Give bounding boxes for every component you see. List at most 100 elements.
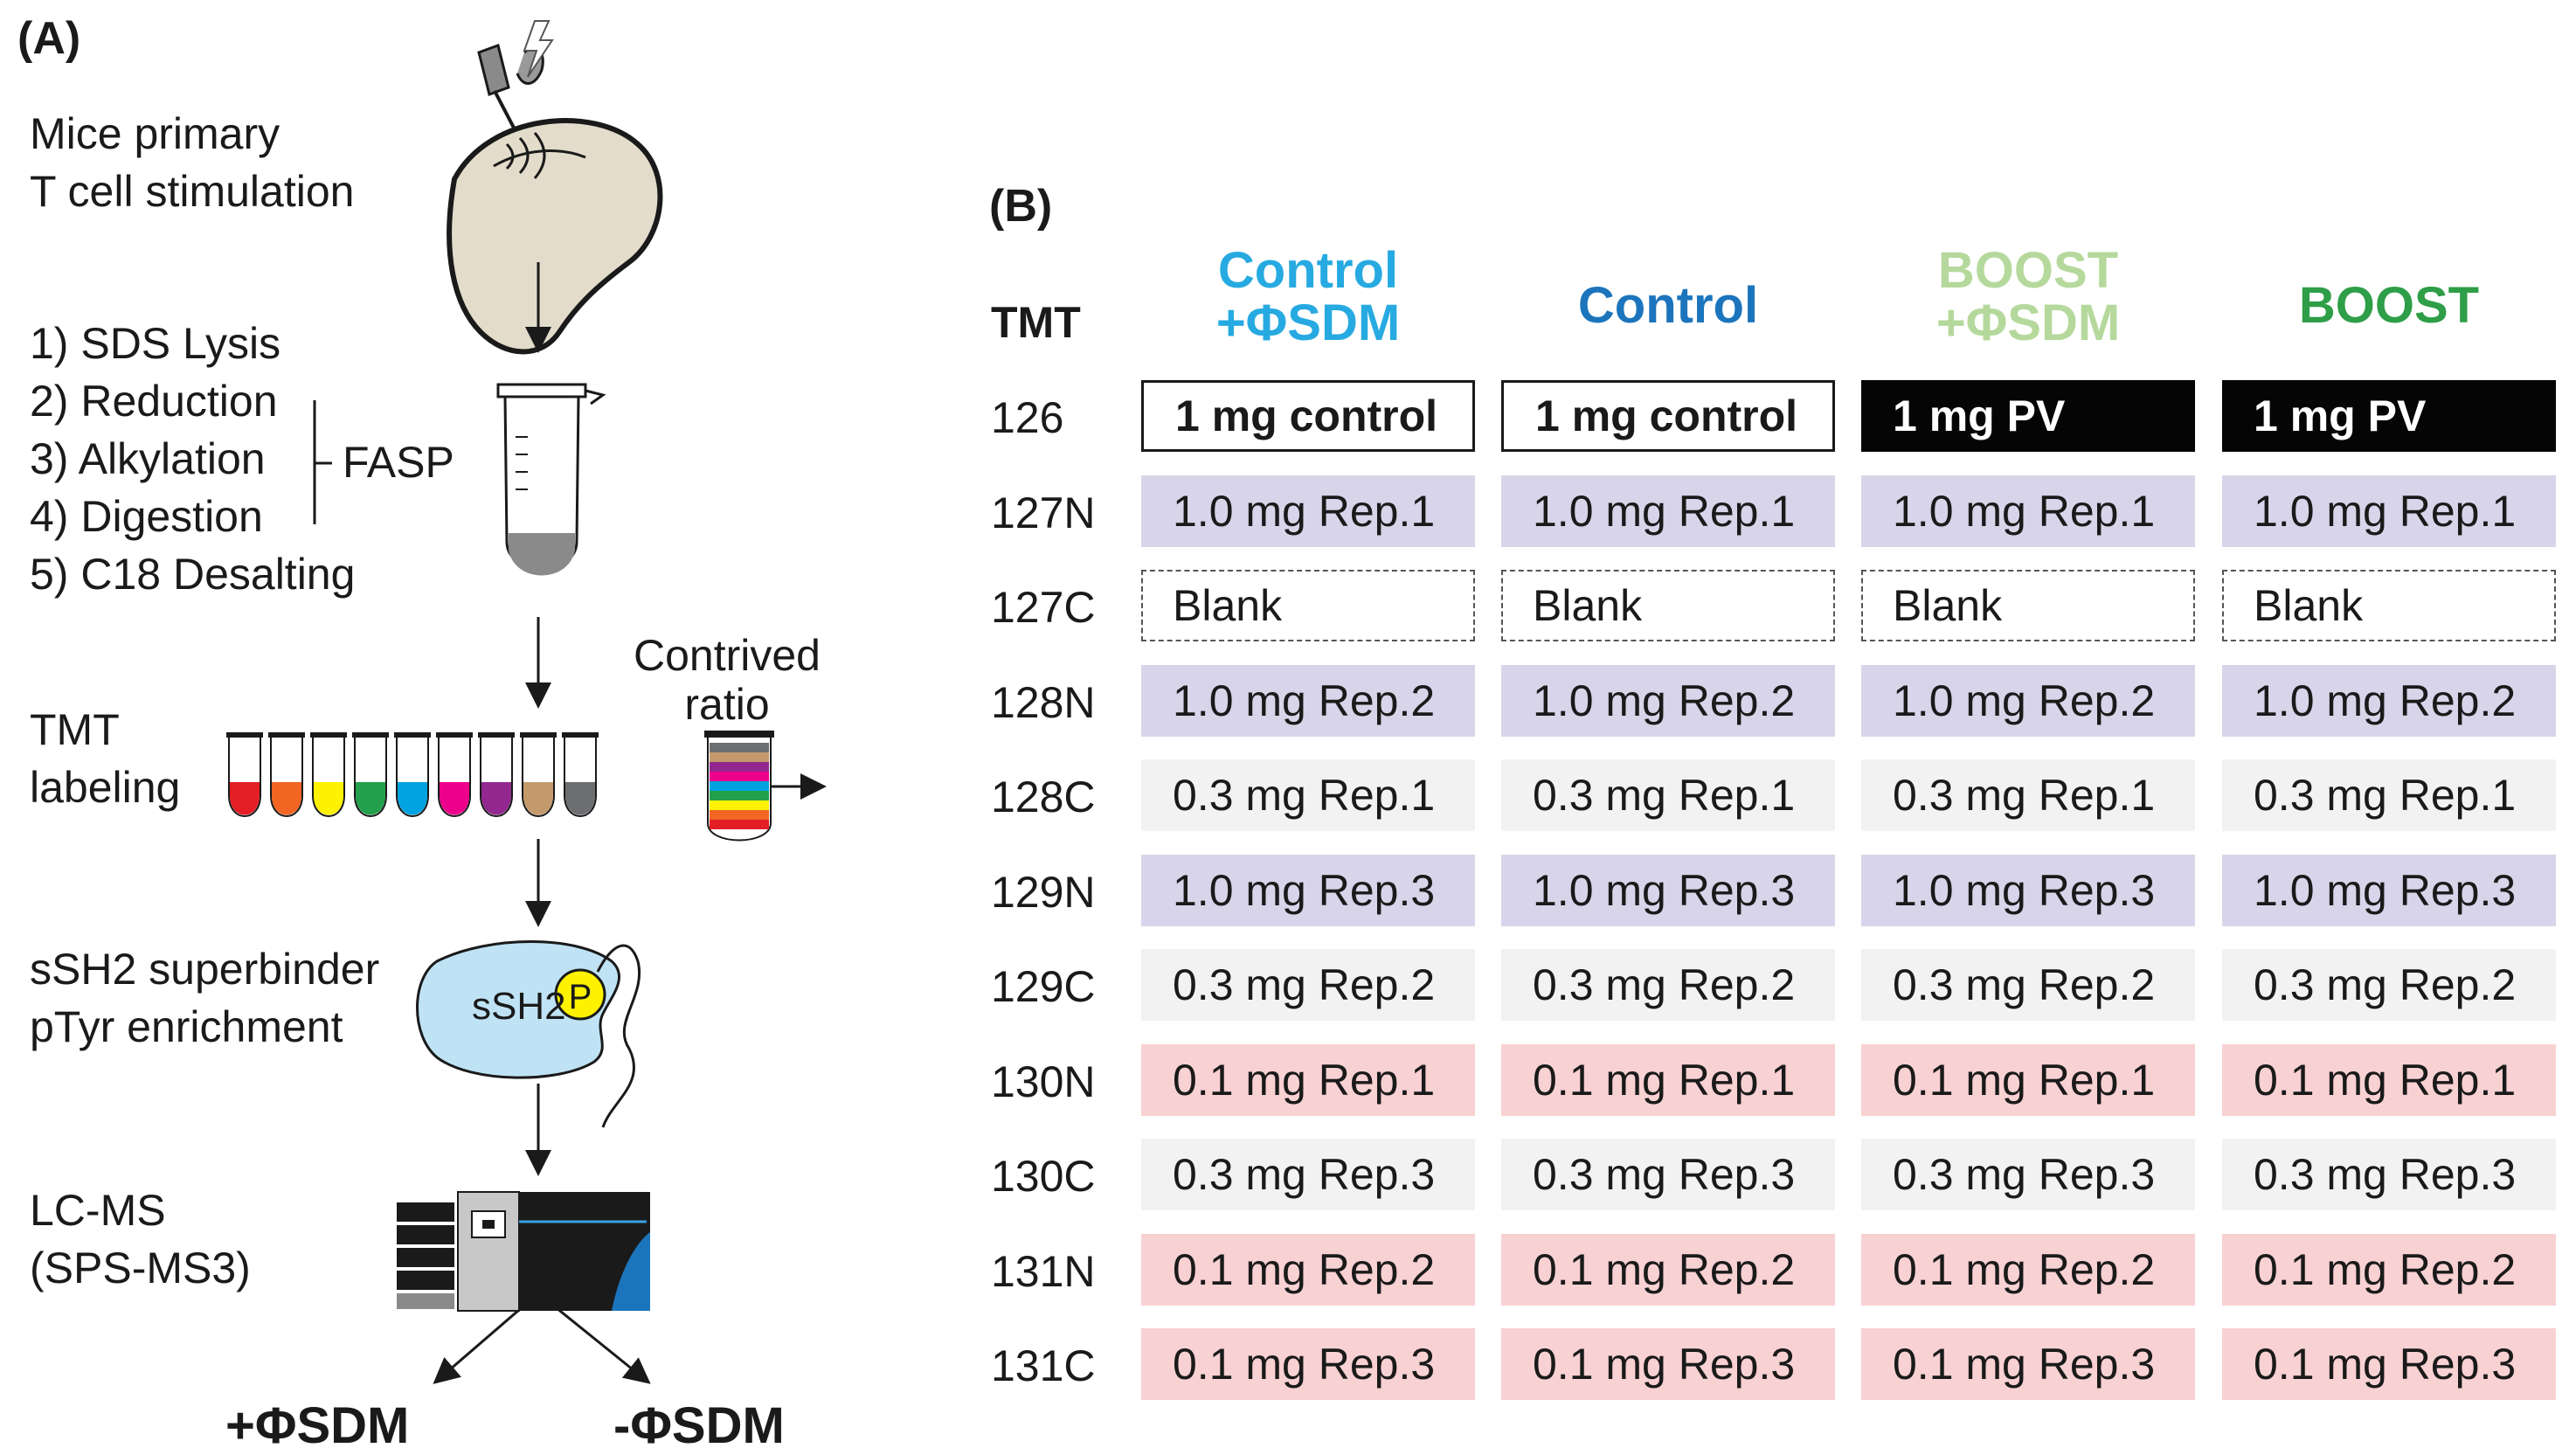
table-cell: 0.3 mg Rep.1 [1861, 759, 2195, 831]
table-cell: 0.3 mg Rep.1 [1141, 759, 1475, 831]
column-header-line: Control [1217, 242, 1399, 299]
tmt-tubes-icon [226, 732, 599, 817]
tmt-channel-label: 130C [991, 1152, 1096, 1201]
table-cell: 0.1 mg Rep.1 [1501, 1043, 1835, 1116]
ratio-band [710, 772, 769, 781]
tmt-channel-label: 127C [991, 583, 1096, 632]
branch-minus-sdm: -ΦSDM [613, 1397, 785, 1454]
column-header-4: BOOST [2222, 280, 2556, 332]
table-cell: 1.0 mg Rep.2 [2222, 664, 2556, 737]
enrichment-line-1: sSH2 superbinder [30, 945, 380, 994]
ssh2-superbinder-icon [416, 940, 641, 1128]
table-cell: 1.0 mg Rep.3 [1501, 854, 1835, 926]
column-header-line: Control [1577, 277, 1759, 334]
table-cell: 1.0 mg Rep.2 [1861, 664, 2195, 737]
table-cell: 1.0 mg Rep.1 [1861, 475, 2195, 547]
table-cell: 1 mg control [1141, 380, 1475, 452]
table-cell: 0.3 mg Rep.2 [1861, 949, 2195, 1021]
ssh2-text: sSH2 [472, 985, 566, 1028]
ratio-band [710, 791, 769, 800]
enrichment-label: sSH2 superbinder pTyr enrichment [30, 940, 379, 1056]
tmt-channel-label: 131N [991, 1246, 1096, 1296]
tmt-channel-label: 128C [991, 773, 1096, 821]
table-cell: 0.3 mg Rep.3 [2222, 1139, 2556, 1210]
table-cell: 0.1 mg Rep.2 [1861, 1233, 2195, 1306]
contrived-ratio-label: Contrived ratio [626, 631, 828, 729]
table-cell: 0.1 mg Rep.1 [1141, 1043, 1475, 1116]
ratio-band [710, 800, 769, 810]
contrived-line-2: ratio [684, 680, 770, 729]
table-cell: 1.0 mg Rep.2 [1141, 664, 1475, 737]
column-header-line: BOOST [2298, 277, 2480, 334]
table-cell: Blank [1501, 570, 1835, 641]
table-cell: 0.1 mg Rep.2 [1141, 1233, 1475, 1306]
table-cell: 1 mg control [1501, 380, 1835, 452]
tmt-tube [310, 732, 347, 817]
ratio-band [710, 743, 769, 752]
tmt-tube [394, 732, 431, 817]
table-cell: 0.1 mg Rep.3 [1501, 1328, 1835, 1400]
table-cell: 1.0 mg Rep.2 [1501, 664, 1835, 737]
table-cell: 0.3 mg Rep.1 [2222, 759, 2556, 831]
table-cell: 0.3 mg Rep.3 [1141, 1139, 1475, 1210]
table-cell: 0.1 mg Rep.3 [1141, 1328, 1475, 1400]
stimulation-label: Mice primary T cell stimulation [30, 105, 354, 220]
table-cell: 0.3 mg Rep.3 [1861, 1139, 2195, 1210]
fasp-label: FASP [343, 438, 454, 487]
panel-a-label: (A) [17, 13, 81, 64]
step-reduction: 2) Reduction [30, 377, 278, 426]
step-alkylation: 3) Alkylation [30, 434, 266, 483]
tmt-channel-label: 126 [991, 393, 1064, 442]
tmt-labeling-label: TMT labeling [30, 701, 180, 816]
table-cell: 0.1 mg Rep.2 [1501, 1233, 1835, 1306]
lcms-label: LC-MS (SPS-MS3) [30, 1181, 251, 1297]
tmt-tube [478, 732, 515, 817]
table-cell: 1.0 mg Rep.3 [1861, 854, 2195, 926]
tmt-header: TMT [991, 298, 1081, 347]
column-header-1: Control +ΦSDM [1141, 245, 1475, 350]
tmt-tube [562, 732, 599, 817]
tmt-channel-label: 131C [991, 1341, 1096, 1390]
tmt-tube [226, 732, 263, 817]
ratio-band [710, 762, 769, 772]
column-header-2: Control [1501, 280, 1835, 332]
table-cell: 0.1 mg Rep.3 [1861, 1328, 2195, 1400]
step-c18-desalting: 5) C18 Desalting [30, 550, 356, 599]
table-cell: 1.0 mg Rep.1 [1501, 475, 1835, 547]
contrived-ratio-tube-icon [704, 731, 774, 842]
tmt-tube [352, 732, 389, 817]
fasp-tube-icon [496, 383, 606, 576]
panel-b-label: (B) [989, 181, 1053, 232]
tmt-channel-label: 129C [991, 962, 1096, 1011]
table-cell: 0.1 mg Rep.1 [2222, 1043, 2556, 1116]
tmt-tube [436, 732, 473, 817]
table-cell: 1 mg PV [2222, 380, 2556, 452]
processing-steps: 1) SDS Lysis 2) Reduction 3) Alkylation … [30, 315, 355, 603]
table-cell: 1.0 mg Rep.1 [2222, 475, 2556, 547]
table-cell: 0.3 mg Rep.2 [2222, 949, 2556, 1021]
table-cell: 1.0 mg Rep.3 [2222, 854, 2556, 926]
lcms-instrument-icon [397, 1191, 650, 1312]
ratio-band [710, 810, 769, 820]
tmt-tube [268, 732, 305, 817]
tmt-channel-label: 130N [991, 1057, 1096, 1106]
table-cell: 1.0 mg Rep.3 [1141, 854, 1475, 926]
table-cell: 0.3 mg Rep.1 [1501, 759, 1835, 831]
stimulation-line-2: T cell stimulation [30, 167, 355, 216]
lcms-line-1: LC-MS [30, 1186, 166, 1235]
step-sds-lysis: 1) SDS Lysis [30, 319, 281, 368]
tmt-tube [520, 732, 557, 817]
ratio-band [710, 752, 769, 762]
table-cell: 0.3 mg Rep.2 [1501, 949, 1835, 1021]
mouse-spleen-icon [447, 20, 663, 355]
table-cell: 0.1 mg Rep.1 [1861, 1043, 2195, 1116]
table-cell: Blank [1861, 570, 2195, 641]
table-cell: 0.1 mg Rep.2 [2222, 1233, 2556, 1306]
table-cell: 0.1 mg Rep.3 [2222, 1328, 2556, 1400]
stimulation-line-1: Mice primary [30, 109, 280, 158]
contrived-line-1: Contrived [634, 631, 821, 680]
p-text: P [569, 978, 592, 1016]
enrichment-line-2: pTyr enrichment [30, 1002, 343, 1051]
table-cell: Blank [1141, 570, 1475, 641]
